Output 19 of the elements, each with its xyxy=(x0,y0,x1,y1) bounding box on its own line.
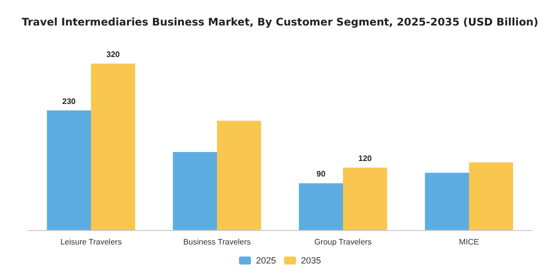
x-tick-label: MICE xyxy=(459,238,479,246)
data-label: 320 xyxy=(106,50,120,60)
data-label: 90 xyxy=(316,170,326,179)
x-tick-label: Group Travelers xyxy=(314,238,372,246)
bar xyxy=(424,172,469,230)
bar xyxy=(343,168,388,230)
chart-title: Travel Intermediaries Business Market, By Customer Segment, 2025-2035 (USD Billion) xyxy=(22,16,538,28)
legend-label: 2035 xyxy=(301,256,322,266)
bar xyxy=(46,110,91,230)
data-label: 230 xyxy=(62,96,76,106)
bar xyxy=(469,162,514,230)
legend-label: 2025 xyxy=(256,256,276,266)
bar xyxy=(172,152,217,230)
bar xyxy=(298,183,343,230)
x-tick-label: Leisure Travelers xyxy=(60,238,122,246)
data-label: 120 xyxy=(358,154,372,164)
bar xyxy=(217,120,262,230)
bar xyxy=(91,64,136,230)
x-tick-label: Business Travelers xyxy=(183,238,251,246)
